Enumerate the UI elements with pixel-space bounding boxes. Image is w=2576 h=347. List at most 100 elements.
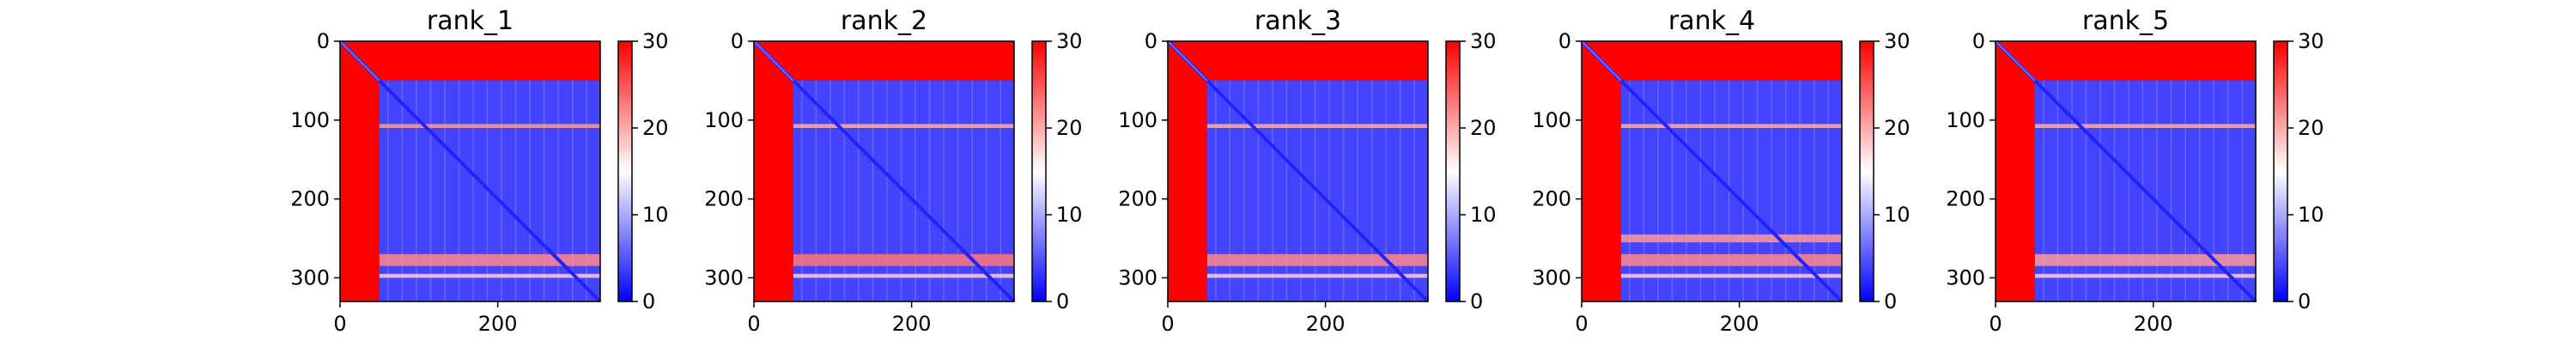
heatmap-texture-line [486, 80, 489, 301]
x-tick-label: 200 [892, 312, 932, 336]
heatmap-texture-line [1357, 80, 1358, 301]
y-tick-label: 200 [290, 187, 330, 211]
x-tick-label: 0 [1989, 312, 2002, 336]
heatmap-texture-line [557, 80, 559, 301]
heatmap-diagonal-highlight [339, 40, 380, 82]
panel-title: rank_2 [841, 6, 927, 36]
panel-title: rank_1 [427, 6, 513, 36]
heatmap-diagonal [752, 40, 1016, 303]
heatmap-texture-line [1784, 80, 1787, 301]
heatmap-texture-line [1257, 80, 1260, 301]
heatmap-band-left [1996, 41, 2035, 301]
heatmap-texture-line [886, 80, 888, 301]
heatmap-texture-line [872, 80, 874, 301]
heatmap-band-row [2034, 253, 2256, 266]
heatmap-band-row [1620, 253, 1842, 266]
heatmap-texture-line [1370, 80, 1373, 301]
colorbar-tick-label: 0 [2298, 289, 2311, 314]
heatmap-texture-line [2099, 80, 2101, 301]
heatmap-texture-line [1827, 80, 1829, 301]
heatmap-texture-line [1799, 80, 1801, 301]
heatmap-texture-line [1699, 80, 1702, 301]
y-tick-label: 300 [1118, 265, 1157, 289]
panel-title: rank_5 [2082, 6, 2169, 36]
heatmap-texture-line [1813, 80, 1815, 301]
heatmap-texture-line [1686, 80, 1687, 301]
colorbar-tick-label: 10 [1884, 203, 1911, 227]
x-tick-label: 200 [1306, 312, 1346, 336]
colorbar-tick-label: 30 [1056, 29, 1083, 53]
heatmap-band-left [1168, 41, 1207, 301]
y-tick-label: 0 [1145, 29, 1157, 53]
x-tick-label: 200 [478, 312, 518, 336]
colorbar-tick-label: 10 [642, 203, 669, 227]
y-tick-label: 200 [1946, 187, 1985, 211]
colorbar [2273, 40, 2288, 302]
heatmap-texture-line [2213, 80, 2215, 301]
y-tick-label: 300 [1532, 265, 1571, 289]
heatmap-texture-line [2227, 80, 2229, 301]
x-tick-label: 0 [333, 312, 346, 336]
heatmap-diagonal [1994, 40, 2257, 303]
heatmap-texture-line [1399, 80, 1401, 301]
heatmap-texture-line [1643, 80, 1645, 301]
heatmap-texture-line [1314, 80, 1316, 301]
heatmap-texture-line [1671, 80, 1674, 301]
heatmap-band-left [1582, 41, 1621, 301]
heatmap-texture-line [858, 80, 860, 301]
colorbar-tick-label: 0 [642, 289, 655, 314]
heatmap-texture-line [2142, 80, 2144, 301]
heatmap-diagonal-highlight [753, 40, 794, 82]
heatmap-band-row [1620, 124, 1842, 128]
colorbar-tick-label: 20 [642, 116, 669, 140]
colorbar-tick-label: 30 [1884, 29, 1911, 53]
y-tick-label: 0 [1558, 29, 1571, 53]
colorbar-tick-label: 20 [1884, 116, 1911, 140]
heatmap-texture-line [2043, 80, 2044, 301]
y-tick-label: 0 [317, 29, 330, 53]
axes-frame [1167, 40, 1429, 302]
heatmap-texture-line [387, 80, 389, 301]
heatmap-texture-line [429, 80, 432, 301]
heatmap-texture-line [971, 80, 973, 301]
axes-frame [1995, 40, 2257, 302]
heatmap-texture-line [801, 80, 803, 301]
heatmap-texture-line [1342, 80, 1345, 301]
colorbar-tick-label: 20 [1056, 116, 1083, 140]
y-tick-label: 200 [1118, 187, 1157, 211]
y-tick-label: 300 [290, 265, 330, 289]
y-tick-label: 100 [290, 108, 330, 132]
heatmap-texture-line [458, 80, 460, 301]
heatmap-texture-line [1285, 80, 1288, 301]
heatmap-texture-line [1771, 80, 1772, 301]
heatmap-texture-line [985, 80, 987, 301]
heatmap-texture-line [1657, 80, 1659, 301]
axes-frame [753, 40, 1015, 302]
heatmap-texture-line [2156, 80, 2158, 301]
y-tick-label: 300 [1946, 265, 1985, 289]
heatmap-band-row [1206, 253, 1428, 266]
heatmap-texture-line [571, 80, 574, 301]
colorbar-tick-label: 30 [2298, 29, 2324, 53]
x-tick-label: 0 [747, 312, 760, 336]
heatmap-diagonal-highlight [1581, 40, 1622, 82]
heatmap-band-row [793, 253, 1014, 266]
heatmap-texture-line [444, 80, 446, 301]
heatmap-texture-line [900, 80, 902, 301]
heatmap-texture-line [1629, 80, 1631, 301]
axes-frame [339, 40, 601, 302]
x-tick-label: 0 [1575, 312, 1588, 336]
heatmap-texture-line [1243, 80, 1245, 301]
heatmap-band-row [793, 124, 1014, 128]
heatmap-diagonal-highlight [1995, 40, 2036, 82]
heatmap-texture-line [1385, 80, 1387, 301]
colorbar-tick-label: 0 [1884, 289, 1897, 314]
heatmap-band-left [754, 41, 793, 301]
colorbar-tick-label: 20 [2298, 116, 2324, 140]
y-tick-label: 0 [731, 29, 744, 53]
